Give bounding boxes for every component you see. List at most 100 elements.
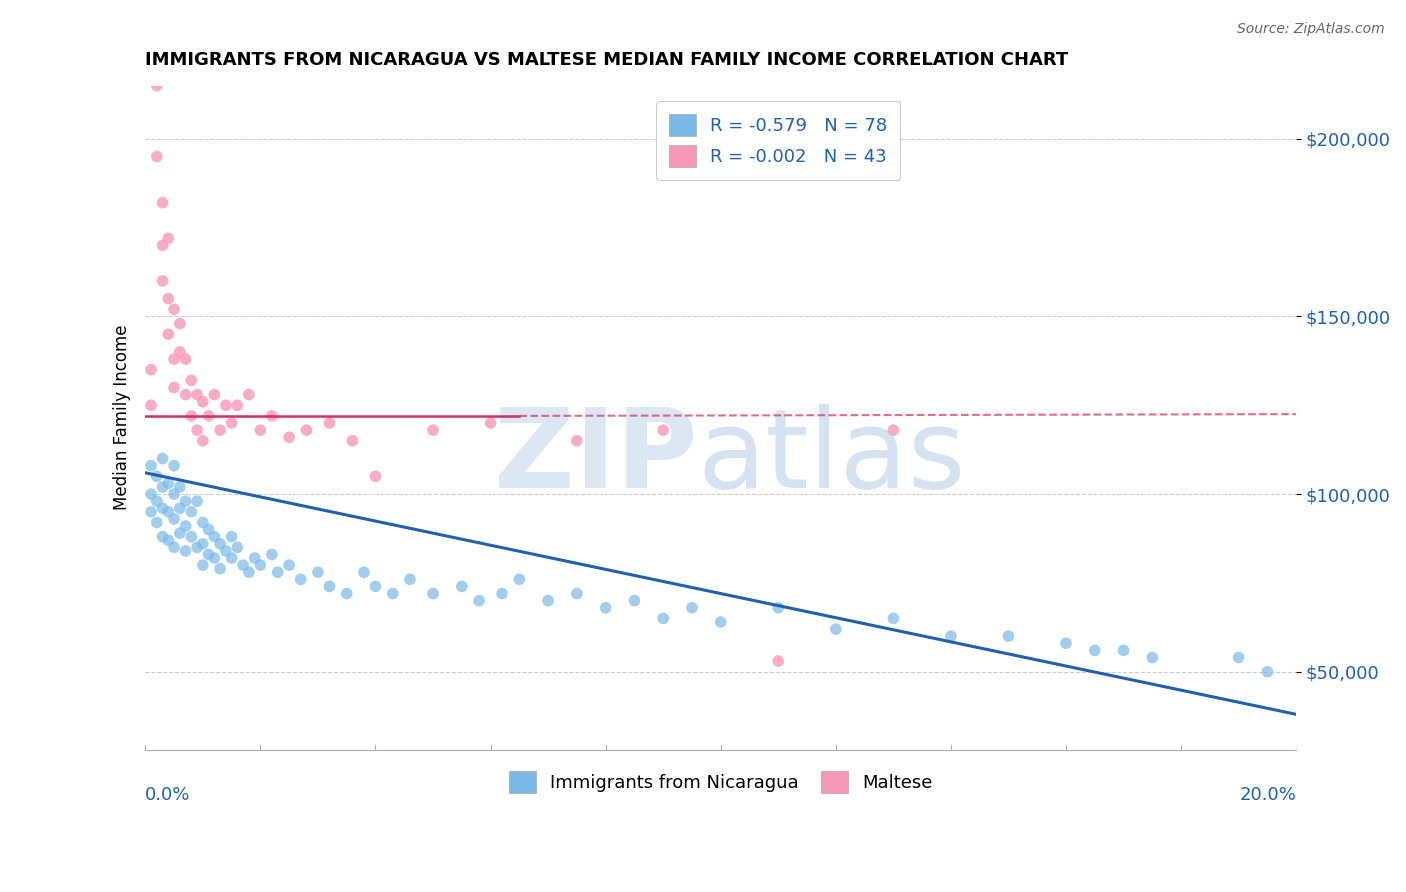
- Point: [157, 327, 180, 342]
- Point: [157, 476, 180, 491]
- Point: [353, 566, 375, 580]
- Point: [1084, 643, 1107, 657]
- Point: [249, 558, 271, 573]
- Point: [565, 586, 588, 600]
- Text: atlas: atlas: [697, 404, 966, 511]
- Point: [202, 387, 225, 401]
- Point: [260, 409, 283, 423]
- Point: [215, 544, 238, 558]
- Point: [336, 586, 359, 600]
- Point: [209, 423, 232, 437]
- Point: [468, 593, 491, 607]
- Point: [191, 558, 214, 573]
- Point: [295, 423, 318, 437]
- Point: [249, 423, 271, 437]
- Point: [278, 558, 301, 573]
- Point: [681, 600, 703, 615]
- Point: [191, 537, 214, 551]
- Point: [163, 302, 186, 317]
- Point: [221, 530, 243, 544]
- Point: [146, 150, 169, 164]
- Point: [422, 586, 444, 600]
- Point: [180, 530, 202, 544]
- Point: [174, 387, 197, 401]
- Point: [163, 541, 186, 555]
- Point: [186, 541, 208, 555]
- Text: ZIP: ZIP: [495, 404, 697, 511]
- Point: [197, 409, 219, 423]
- Point: [1256, 665, 1278, 679]
- Point: [381, 586, 404, 600]
- Y-axis label: Median Family Income: Median Family Income: [114, 325, 131, 510]
- Point: [152, 195, 174, 210]
- Point: [824, 622, 846, 636]
- Point: [209, 537, 232, 551]
- Point: [197, 523, 219, 537]
- Point: [768, 600, 790, 615]
- Point: [146, 78, 169, 93]
- Point: [238, 387, 260, 401]
- Point: [174, 544, 197, 558]
- Point: [318, 416, 340, 430]
- Point: [152, 451, 174, 466]
- Point: [221, 551, 243, 566]
- Point: [710, 615, 733, 629]
- Point: [652, 423, 675, 437]
- Point: [180, 373, 202, 387]
- Point: [186, 494, 208, 508]
- Point: [152, 501, 174, 516]
- Point: [169, 345, 191, 359]
- Point: [318, 579, 340, 593]
- Point: [146, 469, 169, 483]
- Point: [157, 505, 180, 519]
- Point: [1142, 650, 1164, 665]
- Point: [364, 469, 387, 483]
- Point: [882, 423, 904, 437]
- Point: [163, 458, 186, 473]
- Legend: Immigrants from Nicaragua, Maltese: Immigrants from Nicaragua, Maltese: [502, 764, 939, 801]
- Point: [157, 533, 180, 548]
- Point: [163, 512, 186, 526]
- Point: [290, 572, 312, 586]
- Point: [997, 629, 1019, 643]
- Point: [238, 566, 260, 580]
- Point: [180, 505, 202, 519]
- Point: [146, 516, 169, 530]
- Point: [186, 423, 208, 437]
- Point: [243, 551, 266, 566]
- Point: [768, 654, 790, 668]
- Point: [342, 434, 364, 448]
- Point: [152, 530, 174, 544]
- Point: [139, 505, 162, 519]
- Point: [226, 541, 249, 555]
- Point: [152, 238, 174, 252]
- Point: [623, 593, 645, 607]
- Point: [174, 352, 197, 367]
- Point: [565, 434, 588, 448]
- Point: [191, 516, 214, 530]
- Point: [163, 487, 186, 501]
- Point: [232, 558, 254, 573]
- Point: [157, 231, 180, 245]
- Point: [422, 423, 444, 437]
- Point: [278, 430, 301, 444]
- Point: [180, 409, 202, 423]
- Point: [174, 519, 197, 533]
- Point: [186, 387, 208, 401]
- Point: [146, 494, 169, 508]
- Text: 0.0%: 0.0%: [145, 787, 191, 805]
- Point: [537, 593, 560, 607]
- Point: [139, 362, 162, 376]
- Point: [152, 274, 174, 288]
- Point: [1054, 636, 1077, 650]
- Point: [1227, 650, 1250, 665]
- Point: [652, 611, 675, 625]
- Point: [479, 416, 502, 430]
- Text: Source: ZipAtlas.com: Source: ZipAtlas.com: [1237, 22, 1385, 37]
- Point: [508, 572, 530, 586]
- Point: [139, 398, 162, 412]
- Point: [169, 480, 191, 494]
- Point: [215, 398, 238, 412]
- Point: [1112, 643, 1135, 657]
- Point: [169, 317, 191, 331]
